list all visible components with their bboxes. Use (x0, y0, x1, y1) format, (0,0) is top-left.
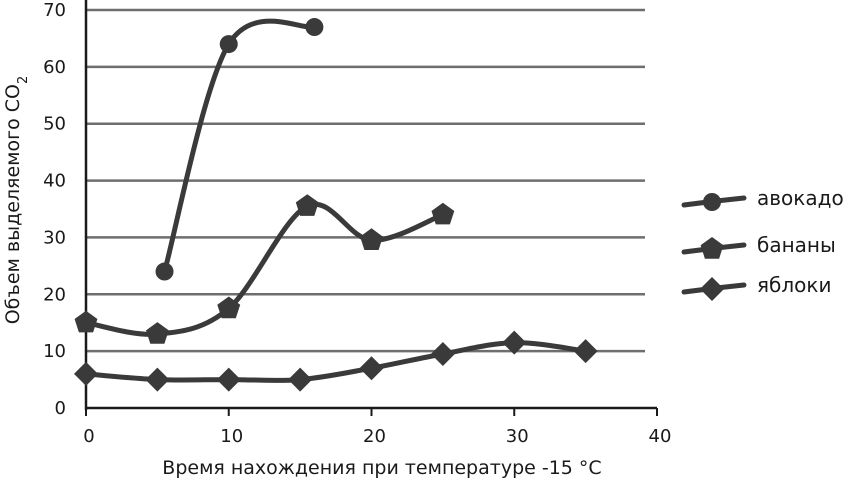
y-tick-label-20: 20 (43, 284, 66, 305)
series-1-point-4 (360, 228, 383, 250)
legend-item-1: бананы (681, 233, 836, 259)
grid-lines (86, 8, 645, 353)
series-0-point-1 (219, 35, 238, 54)
legend-label-1: бананы (757, 233, 836, 257)
y-axis-title-main: Объем выделяемого CO (2, 84, 24, 324)
x-tick-label-10: 10 (220, 426, 243, 447)
y-tick-label-30: 30 (43, 227, 66, 248)
axes: 0 10 20 30 40 0 10 20 30 40 50 60 70 Время нахождения… (2, 0, 671, 479)
y-tick-label-0: 0 (55, 398, 66, 419)
series-2-point-5 (430, 341, 455, 366)
y-tick-label-70: 70 (43, 0, 66, 21)
series-0 (155, 18, 324, 281)
legend-item-0: авокадо (681, 186, 844, 211)
series-0-point-2 (305, 18, 324, 37)
x-tick-label-0: 0 (83, 426, 94, 447)
y-axis-title: Объем выделяемого CO2 (2, 76, 31, 325)
legend-marker-0 (703, 193, 721, 211)
y-tick-label-10: 10 (43, 341, 66, 362)
y-tick-label-60: 60 (43, 57, 66, 78)
y-axis-title-subscript: 2 (16, 76, 31, 84)
legend-label-0: авокадо (757, 186, 844, 210)
legend: авокадо бананы яблоки (681, 186, 844, 301)
series-2 (74, 330, 598, 392)
x-tick-label-20: 20 (363, 426, 386, 447)
series-1 (74, 194, 455, 344)
legend-marker-1 (700, 237, 724, 259)
series-2-point-1 (145, 367, 170, 392)
series-1-line (83, 201, 446, 337)
x-tick-label-30: 30 (506, 426, 529, 447)
legend-marker-2 (700, 277, 724, 301)
y-tick-label-40: 40 (43, 171, 66, 192)
series-2-point-0 (74, 361, 98, 386)
x-axis-title: Время нахождения при температуре -15 °С (162, 457, 601, 479)
series-1-point-2 (217, 296, 241, 319)
series-1-point-3 (295, 194, 319, 216)
series-0-point-0 (155, 262, 174, 281)
series-1-point-1 (146, 322, 169, 344)
legend-item-2: яблоки (681, 273, 831, 301)
series-group (74, 18, 598, 392)
series-1-point-5 (431, 202, 455, 225)
series-0-line (162, 18, 317, 275)
series-2-point-2 (216, 367, 241, 392)
y-tick-label-50: 50 (43, 114, 66, 135)
series-2-point-3 (288, 367, 313, 392)
series-2-point-4 (359, 356, 384, 381)
series-2-point-6 (502, 330, 527, 355)
series-1-point-0 (74, 310, 98, 333)
series-2-point-7 (573, 339, 598, 364)
legend-label-2: яблоки (757, 273, 831, 297)
x-tick-label-40: 40 (649, 426, 672, 447)
